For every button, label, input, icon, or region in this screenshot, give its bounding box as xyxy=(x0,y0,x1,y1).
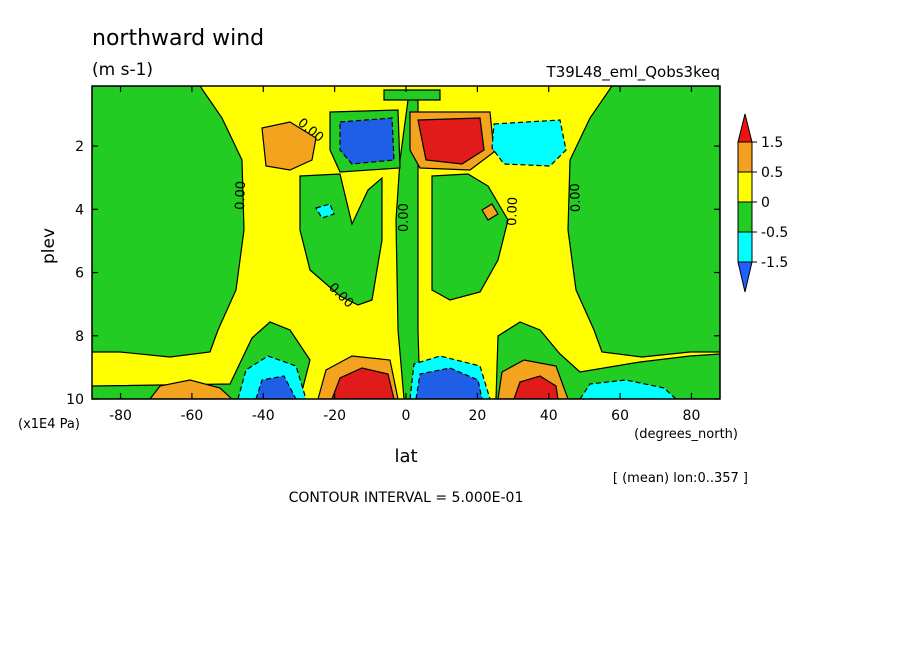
colorbar-box xyxy=(737,171,753,203)
colorbar-max-triangle xyxy=(737,113,753,143)
y-tick-label: 10 xyxy=(66,392,84,408)
contour-region xyxy=(513,375,559,399)
chart-title: northward wind xyxy=(92,26,264,51)
contour-region xyxy=(255,375,297,399)
contour-label: 0.00 xyxy=(505,197,521,226)
x-tick-label: -80 xyxy=(109,408,132,424)
contour-region xyxy=(261,121,317,171)
colorbar-box xyxy=(737,201,753,233)
y-tick-label: 4 xyxy=(75,202,84,218)
x-tick-label: -20 xyxy=(323,408,346,424)
colorbar-label: -1.5 xyxy=(761,255,788,271)
x-tick-label: 60 xyxy=(611,408,629,424)
contour-region xyxy=(481,203,499,221)
run-name: T39L48_eml_Qobs3keq xyxy=(546,63,720,82)
x-tick-label: 0 xyxy=(402,408,411,424)
chart-units: (m s-1) xyxy=(92,60,153,80)
x-tick-label: 40 xyxy=(540,408,558,424)
contour-label: 0.00 xyxy=(568,183,584,212)
contour-region xyxy=(383,89,441,101)
y-tick-label: 8 xyxy=(75,329,84,345)
contour-region xyxy=(417,117,485,165)
x-axis: -80 -60 -40 -20 0 20 40 60 80 xyxy=(109,86,700,424)
contour-region xyxy=(149,379,233,399)
colorbar-min-triangle xyxy=(737,261,753,293)
contour-region xyxy=(92,86,245,358)
x-tick-label: -40 xyxy=(252,408,275,424)
plot-area: 0.00 0.00 0.00 0.00 0.00 0.00 xyxy=(91,85,721,400)
y-axis: 2 4 6 8 10 xyxy=(66,139,720,408)
colorbar-label: 0.5 xyxy=(761,165,783,181)
x-tick-label: 20 xyxy=(468,408,486,424)
x-tick-label: 80 xyxy=(683,408,701,424)
contour-region xyxy=(567,86,720,358)
contour-label: 0.00 xyxy=(397,203,412,232)
subset-note: [ (mean) lon:0..357 ] xyxy=(613,471,748,486)
contour-fills xyxy=(92,86,720,399)
colorbar-box xyxy=(737,141,753,173)
y-tick-label: 6 xyxy=(75,266,84,282)
y-axis-label: plev xyxy=(39,228,59,264)
colorbar-box xyxy=(737,231,753,263)
contour-region xyxy=(339,117,395,165)
colorbar-label: 0 xyxy=(761,195,770,211)
colorbar-label: -0.5 xyxy=(761,225,788,241)
contour-label: 0.00 xyxy=(233,181,249,210)
x-tick-label: -60 xyxy=(180,408,203,424)
contour-region xyxy=(395,95,421,399)
contour-region xyxy=(315,203,335,219)
y-axis-units: (x1E4 Pa) xyxy=(18,417,80,432)
x-axis-units: (degrees_north) xyxy=(634,427,738,442)
contour-interval: CONTOUR INTERVAL = 5.000E-01 xyxy=(289,490,524,506)
contour-region xyxy=(491,119,567,167)
x-axis-label: lat xyxy=(394,446,417,467)
contour-region xyxy=(331,367,395,399)
colorbar-label: 1.5 xyxy=(761,135,783,151)
contour-region xyxy=(579,379,677,399)
colorbar: 1.5 0.5 0 -0.5 -1.5 xyxy=(737,113,788,293)
y-tick-label: 2 xyxy=(75,139,84,155)
contour-region xyxy=(415,367,483,399)
